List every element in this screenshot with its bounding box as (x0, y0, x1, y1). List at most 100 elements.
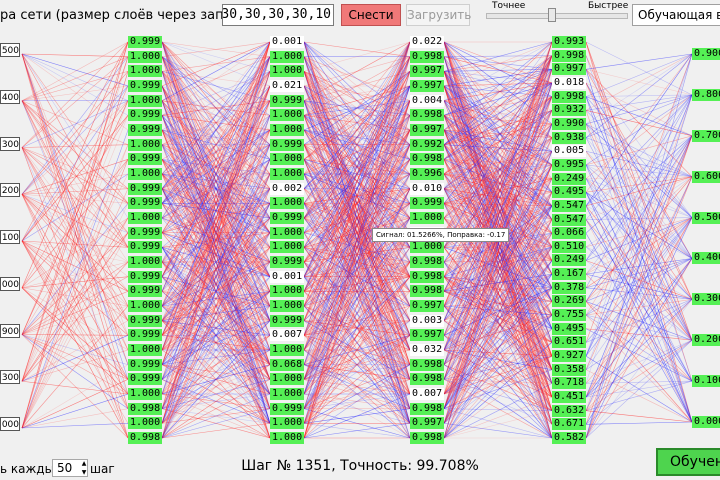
connection-line (21, 100, 129, 242)
redraw-step-input[interactable]: 50 (52, 459, 88, 477)
spin-up-button[interactable]: ▲ (81, 460, 87, 467)
train-button[interactable]: Обучение (656, 448, 720, 476)
connection-line (161, 71, 271, 233)
neuron-value: 1.000 (270, 417, 304, 430)
spin-down-button[interactable]: ▼ (81, 469, 87, 476)
connection-line (585, 258, 693, 425)
connection-line (443, 110, 553, 292)
connection-line (443, 100, 553, 125)
connection-line (585, 94, 693, 179)
connection-line (21, 41, 129, 242)
connection-line (303, 159, 411, 263)
connection-line (585, 369, 693, 423)
connection-line (443, 82, 553, 131)
input-value-box[interactable]: 300 (0, 136, 20, 151)
neuron-value: 0.999 (128, 241, 162, 254)
connection-line (443, 369, 553, 409)
connection-line (585, 205, 693, 341)
connection-line (443, 123, 553, 233)
connection-line (21, 71, 129, 195)
connection-line (161, 85, 271, 277)
connection-line (21, 100, 129, 189)
connection-line (443, 129, 553, 357)
input-value-box[interactable]: 000 (0, 276, 20, 291)
connection-line (443, 71, 553, 111)
connection-line (443, 71, 553, 329)
connection-line (21, 203, 129, 335)
connection-line (21, 217, 129, 289)
connection-line (21, 53, 129, 101)
neuron-value: 0.997 (410, 65, 444, 78)
connection-line (303, 41, 411, 321)
connection-line (303, 41, 411, 277)
neuron-value: 1.000 (270, 432, 304, 444)
speed-slider-thumb[interactable] (547, 8, 556, 22)
connection-line (161, 276, 271, 424)
input-value-box[interactable]: 100 (0, 230, 20, 244)
connection-line (161, 144, 271, 175)
connection-line (443, 69, 553, 365)
connection-line (161, 261, 271, 292)
connection-line (303, 232, 411, 439)
connection-line (161, 71, 271, 233)
neuron-value: 0.600 (692, 170, 720, 183)
neuron-value: 1.000 (270, 344, 304, 356)
connection-line (443, 96, 553, 145)
structure-input[interactable]: 0,30,30,30,30,10 (222, 4, 334, 26)
connection-line (161, 247, 271, 351)
connection-line (443, 164, 553, 336)
input-value-box[interactable]: 000 (0, 417, 20, 431)
connection-line (585, 82, 693, 341)
connection-line (21, 53, 129, 219)
connection-line (443, 55, 553, 439)
connection-line (585, 219, 693, 423)
connection-line (585, 176, 693, 302)
neuron-value: 0.998 (410, 153, 444, 166)
connection-line (161, 291, 271, 424)
connection-line (443, 129, 553, 398)
load-button[interactable]: Загрузить (406, 4, 471, 26)
connection-line (161, 291, 271, 395)
connection-line (303, 188, 411, 365)
connection-line (443, 178, 553, 277)
neuron-value: 0.495 (552, 186, 586, 199)
connection-line (585, 151, 693, 259)
connection-line (161, 335, 271, 439)
neuron-value: 0.032 (410, 344, 444, 356)
input-value-box[interactable]: 500 (0, 43, 20, 57)
connection-line (161, 144, 271, 365)
input-value-box[interactable]: 200 (0, 183, 20, 198)
reset-button[interactable]: Снести (341, 4, 401, 26)
connection-line (21, 364, 129, 429)
connection-line (161, 85, 271, 307)
neuron-value: 0.998 (410, 50, 444, 63)
connection-line (585, 96, 693, 137)
connection-line (585, 94, 693, 111)
connection-line (21, 305, 129, 335)
connection-line (303, 100, 411, 395)
mode-select[interactable]: Обучающая выб (632, 4, 720, 26)
connection-line (161, 349, 271, 424)
neuron-value: 0.938 (552, 131, 586, 144)
connection-line (443, 69, 553, 380)
connection-line (303, 129, 411, 395)
input-value-box[interactable]: 300 (0, 370, 20, 385)
connection-line (161, 320, 271, 395)
neuron-value: 0.998 (410, 432, 444, 444)
input-value-box[interactable]: 900 (0, 323, 20, 338)
connection-line (585, 82, 693, 137)
connection-line (585, 53, 693, 111)
connection-line (443, 203, 553, 343)
connection-line (443, 100, 553, 398)
input-value-box[interactable]: 400 (0, 89, 20, 104)
connection-line (21, 53, 129, 380)
neuron-value: 0.998 (410, 109, 444, 122)
connection-line (303, 71, 411, 365)
connection-line (161, 71, 271, 175)
connection-line (443, 261, 553, 343)
neuron-value: 1.000 (270, 300, 304, 312)
speed-slider[interactable] (486, 13, 628, 19)
neuron-value: 0.651 (552, 336, 586, 349)
neuron-value: 0.995 (552, 158, 586, 171)
connection-line (303, 203, 411, 219)
